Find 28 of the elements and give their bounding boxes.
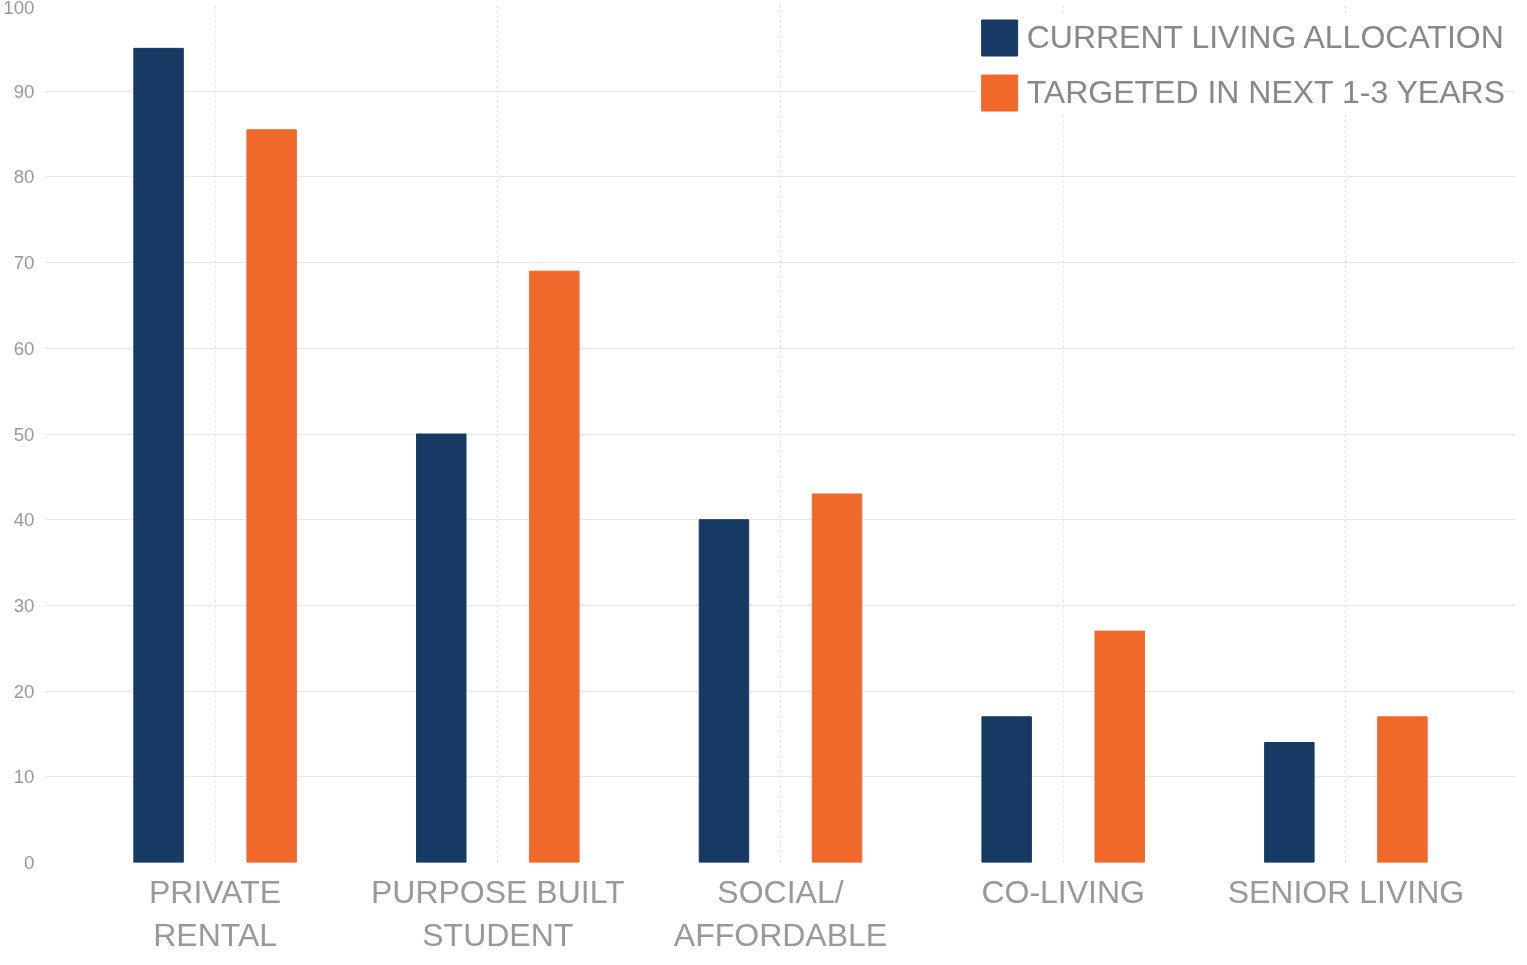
- bar: [1377, 716, 1428, 863]
- bar: [698, 519, 750, 863]
- y-tick-label: 0: [24, 852, 35, 873]
- y-tick-label: 80: [13, 166, 35, 188]
- y-tick-label: 60: [13, 337, 35, 359]
- legend-label: TARGETED IN NEXT 1-3 YEARS: [1026, 74, 1505, 111]
- y-tick-label: 90: [13, 80, 35, 102]
- y-tick-label: 20: [13, 680, 35, 702]
- bar: [133, 47, 184, 863]
- y-tick-label: 40: [13, 509, 35, 531]
- y-tick-label: 100: [3, 0, 35, 18]
- y-tick-label: 10: [13, 766, 35, 788]
- bar: [416, 433, 467, 863]
- x-tick-label: PURPOSE BUILT STUDENT: [370, 873, 625, 953]
- y-tick-label: 70: [13, 252, 35, 274]
- legend-label: CURRENT LIVING ALLOCATION: [1026, 19, 1504, 56]
- y-tick-label: 30: [13, 594, 35, 616]
- bar: [811, 493, 863, 863]
- bar: [1264, 742, 1315, 863]
- x-tick-label: SENIOR LIVING: [1227, 873, 1465, 910]
- bar: [246, 129, 297, 863]
- bar: [981, 716, 1032, 863]
- bar: [529, 270, 580, 863]
- bar: [1094, 630, 1145, 863]
- x-tick-label: CO-LIVING: [981, 873, 1145, 910]
- y-tick-label: 50: [13, 423, 35, 445]
- x-tick-label: PRIVATE RENTAL: [149, 873, 282, 953]
- x-tick-label: SOCIAL/ AFFORDABLE: [673, 873, 888, 953]
